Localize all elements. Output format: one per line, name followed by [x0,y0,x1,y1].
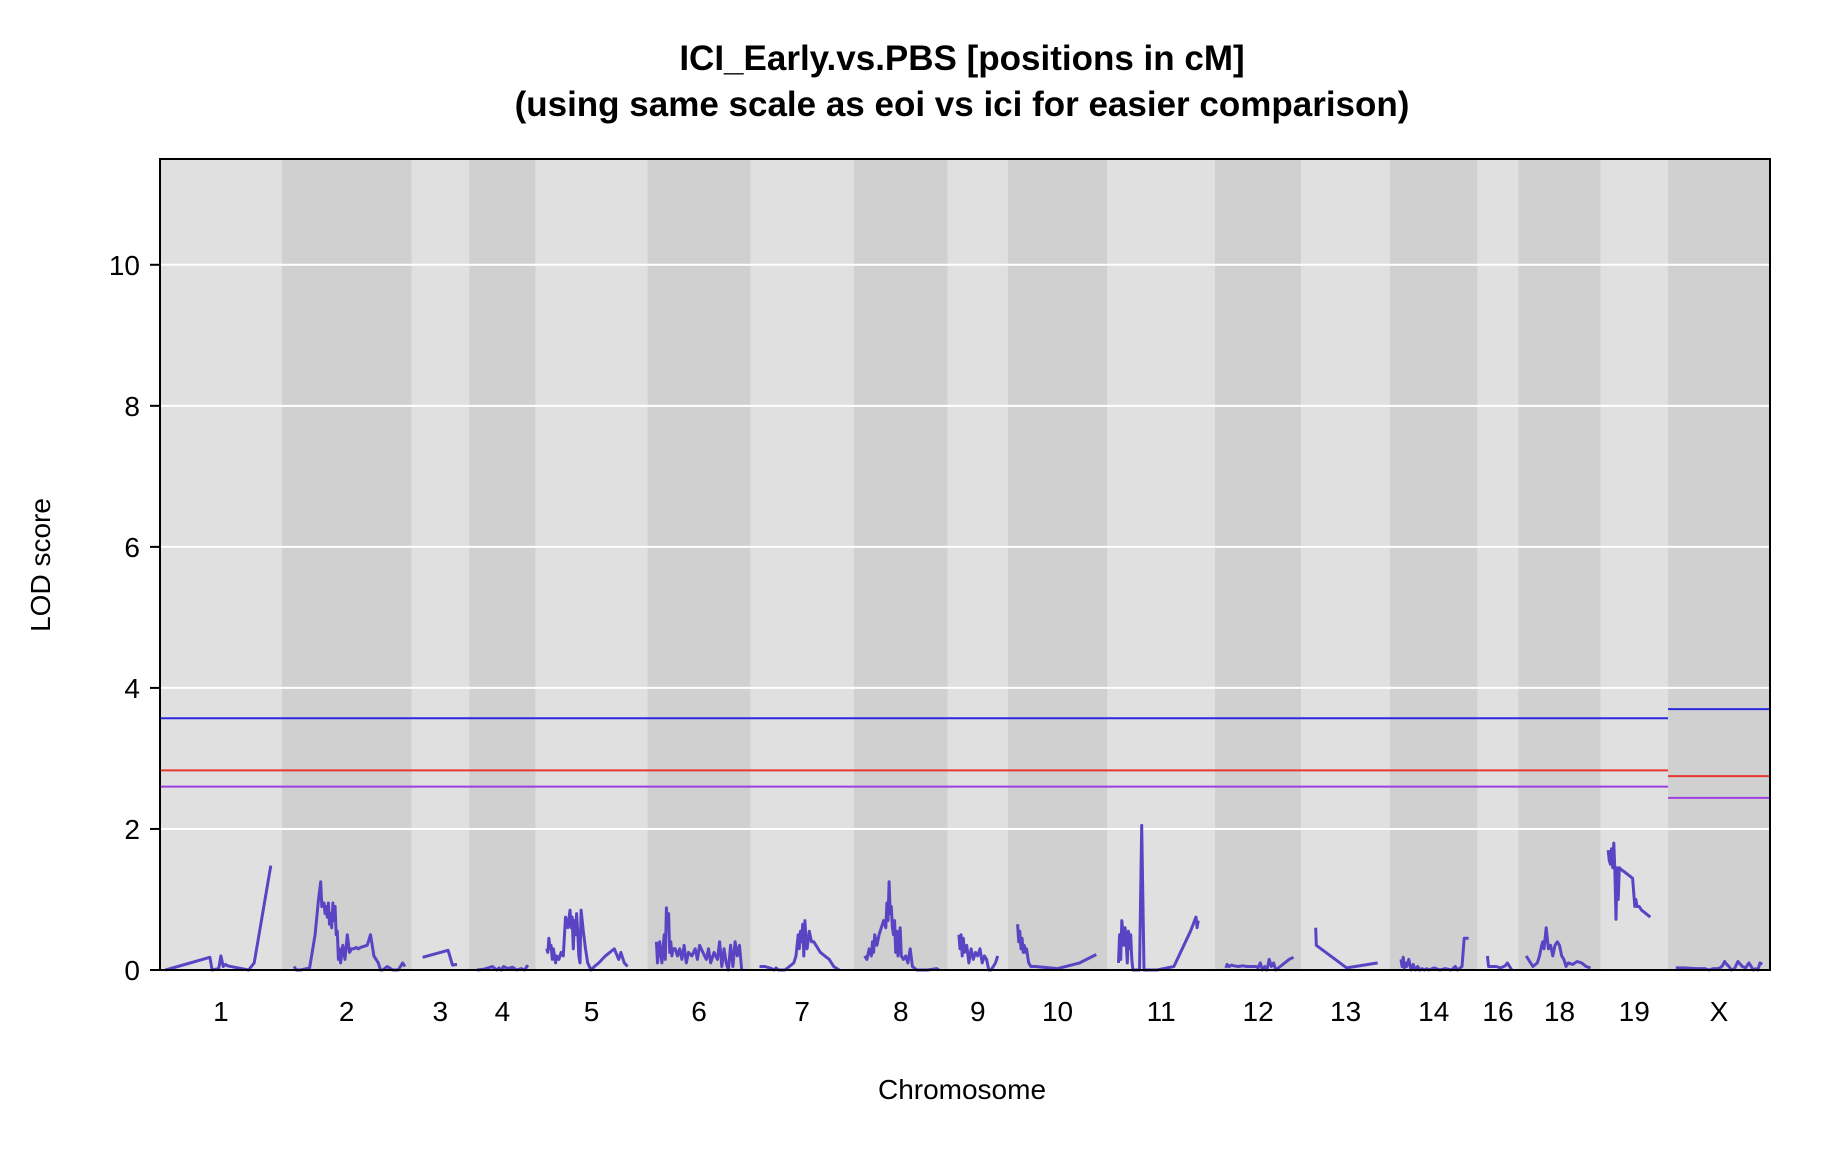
chromosome-panel-11 [1107,159,1215,970]
lod-curve-chr-5 [545,908,629,972]
lod-curve-chr-18 [1524,926,1591,970]
x-tick-label-chr-4: 4 [495,996,511,1027]
y-tick-label: 2 [124,814,140,845]
chromosome-panel-18 [1518,159,1601,970]
x-tick-label-chr-1: 1 [213,996,229,1027]
y-tick-label: 6 [124,532,140,563]
chromosome-panel-12 [1214,159,1302,970]
y-tick-label: 8 [124,391,140,422]
lod-curve-chr-1 [165,865,273,972]
x-tick-label-chr-16: 16 [1482,996,1513,1027]
chromosome-panel-19 [1600,159,1669,970]
chromosome-panel-16 [1477,159,1519,970]
x-tick-label-chr-10: 10 [1042,996,1073,1027]
x-tick-label-chr-18: 18 [1544,996,1575,1027]
y-gridlines [160,263,1770,830]
y-tick-label: 0 [124,955,140,986]
chromosome-panel-5 [535,159,648,970]
lod-curve-chr-10 [1016,924,1097,971]
plot-frame [159,158,1771,971]
x-tick-label-chr-7: 7 [794,996,810,1027]
chart-subtitle: (using same scale as eoi vs ici for easi… [515,85,1410,124]
chromosome-panel-1 [160,159,282,970]
chromosome-panels [160,159,1770,970]
x-tick-label-chr-8: 8 [893,996,909,1027]
y-tick-label: 4 [124,673,140,704]
x-tick-label-chr-X: X [1710,996,1729,1027]
lod-curve-chr-19 [1606,841,1652,921]
x-tick-label-chr-9: 9 [970,996,986,1027]
x-tick-label-chr-12: 12 [1243,996,1274,1027]
x-tick-label-chr-3: 3 [433,996,449,1027]
lod-curve-chr-16 [1485,955,1514,971]
lod-curve-chr-2 [292,880,407,972]
x-tick-label-chr-19: 19 [1619,996,1650,1027]
chromosome-panel-9 [947,159,1008,970]
chromosome-panel-14 [1389,159,1478,970]
chromosome-panel-7 [750,159,854,970]
y-axis: 0 2 4 6 8 10 [109,250,160,986]
x-axis-label: Chromosome [878,1074,1046,1105]
chromosome-panel-8 [853,159,948,970]
lod-curve-chr-12 [1224,955,1295,972]
chromosome-panel-4 [469,159,536,970]
x-tick-label-chr-6: 6 [691,996,707,1027]
x-tick-label-chr-5: 5 [584,996,600,1027]
lod-curve-chr-6 [654,906,744,972]
y-tick-label: 10 [109,250,140,281]
chromosome-panel-13 [1301,159,1390,970]
chromosome-panel-3 [411,159,470,970]
x-tick-label-chr-2: 2 [339,996,355,1027]
threshold-lines [160,708,1770,799]
chromosome-panel-6 [647,159,751,970]
x-tick-label-chr-13: 13 [1330,996,1361,1027]
lod-curve-chr-4 [476,964,530,972]
x-tick-label-chr-11: 11 [1147,996,1176,1027]
lod-curve-chr-13 [1314,927,1378,970]
chromosome-panel-10 [1007,159,1108,970]
x-tick-label-chr-14: 14 [1418,996,1449,1027]
lod-curve-chr-3 [422,948,458,967]
x-axis: 1 2 3 4 5 6 7 8 9 10 11 12 13 14 16 18 19 X [213,996,1729,1027]
chart-title: ICI_Early.vs.PBS [positions in cM] [679,39,1244,78]
lod-curve-chr-8 [863,880,940,972]
chromosome-panel-X [1668,159,1770,970]
chromosome-panel-2 [281,159,412,970]
y-axis-label: LOD score [25,498,56,632]
